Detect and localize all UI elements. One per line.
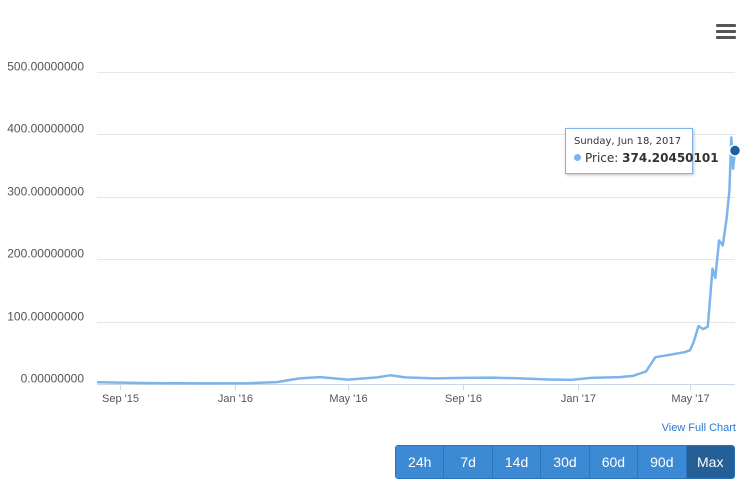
tooltip-date: Sunday, Jun 18, 2017 <box>574 136 682 147</box>
view-full-chart-link[interactable]: View Full Chart <box>661 422 736 434</box>
range-button-14d[interactable]: 14d <box>492 446 542 478</box>
range-button-7d[interactable]: 7d <box>444 446 493 478</box>
x-tick-label: Jan '16 <box>218 393 253 405</box>
x-tick-label: Sep '16 <box>445 393 482 405</box>
range-button-90d[interactable]: 90d <box>638 446 687 478</box>
series-dot-icon <box>574 154 581 161</box>
tooltip-row: Price: 374.20450101 <box>574 151 719 165</box>
tooltip-label: Price: <box>585 151 619 165</box>
x-tick-label: Jan '17 <box>561 393 596 405</box>
x-tick-label: Sep '15 <box>102 393 139 405</box>
x-tick-label: May '16 <box>329 393 367 405</box>
tooltip-value: 374.20450101 <box>622 151 719 165</box>
range-button-24h[interactable]: 24h <box>396 446 445 478</box>
range-button-30d[interactable]: 30d <box>541 446 590 478</box>
y-tick-label: 0.00000000 <box>21 372 85 386</box>
y-tick-label: 200.00000000 <box>7 247 84 261</box>
range-button-max[interactable]: Max <box>686 446 734 478</box>
hover-point-marker <box>728 144 742 157</box>
chart-menu-icon[interactable] <box>716 24 736 42</box>
y-tick-label: 500.00000000 <box>7 60 84 74</box>
y-tick-label: 300.00000000 <box>7 185 84 199</box>
x-tick-label: May '17 <box>671 393 709 405</box>
y-tick-label: 400.00000000 <box>7 122 84 136</box>
range-button-60d[interactable]: 60d <box>589 446 639 478</box>
range-selector: 24h 7d 14d 30d 60d 90d Max <box>395 445 735 479</box>
y-tick-label: 100.00000000 <box>7 310 84 324</box>
price-series-line <box>96 136 737 385</box>
price-tooltip: Sunday, Jun 18, 2017 Price: 374.20450101 <box>565 128 719 174</box>
